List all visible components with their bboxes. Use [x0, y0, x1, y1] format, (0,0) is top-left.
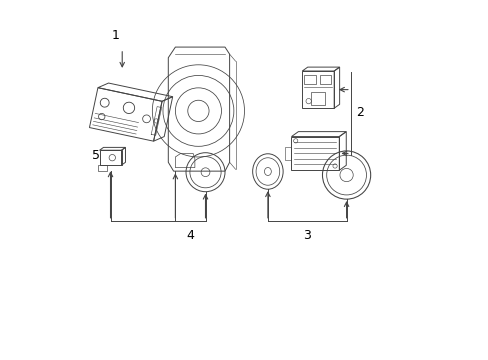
Bar — [319, 75, 331, 85]
Bar — [285, 147, 291, 160]
Bar — [304, 75, 315, 85]
Bar — [310, 92, 325, 105]
Bar — [98, 165, 106, 171]
Text: 2: 2 — [355, 106, 363, 119]
Text: 5: 5 — [92, 149, 100, 162]
Text: 1: 1 — [111, 29, 119, 42]
Text: 3: 3 — [303, 229, 310, 242]
Text: 4: 4 — [186, 229, 194, 242]
